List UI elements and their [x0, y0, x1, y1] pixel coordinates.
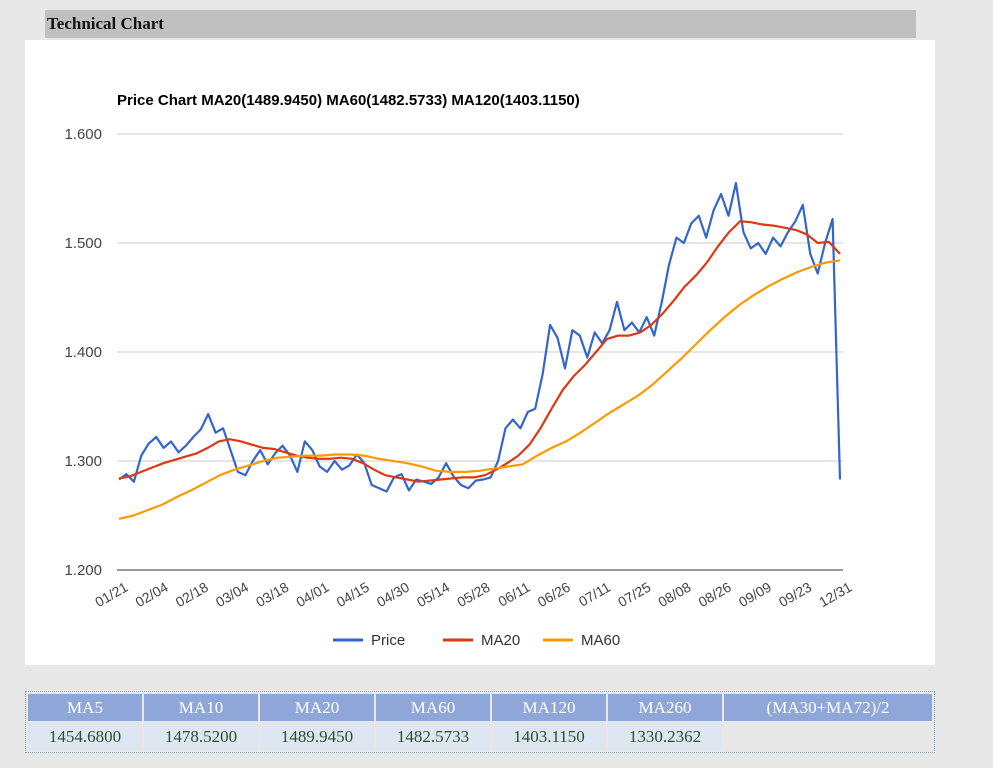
x-tick-label: 08/08 [655, 579, 694, 610]
y-tick-label: 1.500 [64, 235, 102, 252]
ma260-header: MA260 [608, 694, 722, 721]
y-tick-label: 1.200 [64, 562, 102, 579]
x-tick-label: 02/18 [173, 579, 212, 610]
x-tick-label: 05/14 [414, 579, 453, 610]
x-tick-label: 09/09 [736, 579, 775, 610]
ma10-header: MA10 [144, 694, 258, 721]
x-tick-label: 01/21 [92, 579, 131, 610]
x-tick-label: 06/26 [535, 579, 574, 610]
x-tick-label: 06/11 [495, 579, 533, 610]
y-axis-ticks: 1.600 1.500 1.400 1.300 1.200 [64, 126, 102, 579]
price-chart-panel: Price Chart MA20(1489.9450) MA60(1482.57… [25, 40, 935, 665]
moving-average-table: MA5 MA10 MA20 MA60 MA120 MA260 (MA30+MA7… [25, 691, 935, 753]
ma10-value: 1478.5200 [144, 723, 258, 750]
section-title: Technical Chart [45, 10, 916, 38]
ma120-header: MA120 [492, 694, 606, 721]
y-tick-label: 1.300 [64, 453, 102, 470]
ma-header-row: MA5 MA10 MA20 MA60 MA120 MA260 (MA30+MA7… [28, 694, 932, 721]
ma30-ma72-header: (MA30+MA72)/2 [724, 694, 932, 721]
series-line-ma20 [118, 220, 841, 483]
x-tick-label: 02/04 [132, 579, 171, 610]
x-tick-label: 12/31 [816, 579, 855, 610]
x-tick-label: 03/04 [213, 579, 252, 610]
y-tick-label: 1.600 [64, 126, 102, 143]
x-tick-label: 09/23 [776, 579, 815, 610]
series-line-ma60 [118, 259, 841, 520]
x-axis-ticks: 01/21 02/04 02/18 03/04 03/18 04/01 04/15 04/30… [92, 579, 855, 610]
series-line-price [118, 182, 842, 493]
x-tick-label: 04/01 [293, 579, 332, 610]
legend: Price MA20 MA60 [333, 632, 620, 649]
ma5-header: MA5 [28, 694, 142, 721]
ma260-value: 1330.2362 [608, 723, 722, 750]
ma20-value: 1489.9450 [260, 723, 374, 750]
x-tick-label: 08/26 [695, 579, 734, 610]
ma30-ma72-value [724, 723, 932, 750]
legend-label-ma60: MA60 [581, 632, 620, 649]
x-tick-label: 07/11 [576, 579, 614, 610]
y-tick-label: 1.400 [64, 344, 102, 361]
ma60-header: MA60 [376, 694, 490, 721]
x-tick-label: 05/28 [454, 579, 493, 610]
x-tick-label: 07/25 [615, 579, 654, 610]
grid-lines [117, 133, 843, 571]
legend-label-price: Price [371, 632, 405, 649]
ma5-value: 1454.6800 [28, 723, 142, 750]
ma-value-row: 1454.6800 1478.5200 1489.9450 1482.5733 … [28, 723, 932, 750]
series-lines [118, 182, 842, 520]
x-tick-label: 04/30 [374, 579, 413, 610]
chart-title: Price Chart MA20(1489.9450) MA60(1482.57… [117, 92, 580, 109]
ma120-value: 1403.1150 [492, 723, 606, 750]
price-chart: Price Chart MA20(1489.9450) MA60(1482.57… [64, 92, 855, 649]
ma20-header: MA20 [260, 694, 374, 721]
x-tick-label: 04/15 [333, 579, 372, 610]
ma60-value: 1482.5733 [376, 723, 490, 750]
legend-label-ma20: MA20 [481, 632, 520, 649]
x-tick-label: 03/18 [253, 579, 292, 610]
